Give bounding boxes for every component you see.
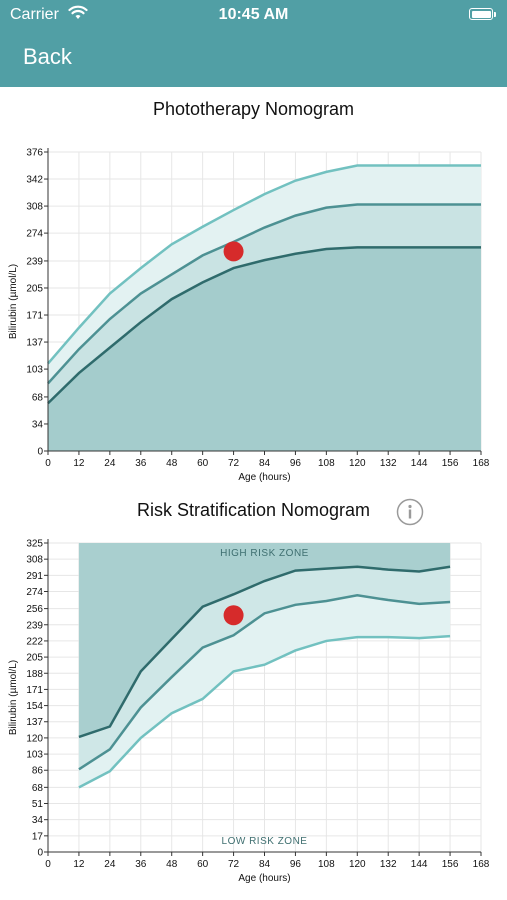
battery-icon (469, 8, 493, 20)
high-risk-zone-label: HIGH RISK ZONE (220, 548, 309, 559)
y-tick-label: 154 (26, 701, 43, 712)
y-tick-label: 188 (26, 669, 43, 680)
y-tick-label: 274 (26, 229, 43, 240)
series-line-middle (47, 203, 481, 385)
y-tick-label: 308 (26, 202, 43, 213)
series-line-upper (78, 565, 451, 739)
y-tick-label: 68 (32, 392, 44, 403)
y-tick-label: 222 (26, 636, 43, 647)
y-tick-label: 205 (26, 653, 43, 664)
navigation-bar: Back (0, 30, 507, 87)
low-risk-zone-label: LOW RISK ZONE (222, 836, 308, 847)
x-tick-label: 0 (45, 859, 51, 870)
x-tick-label: 0 (45, 458, 51, 469)
y-tick-label: 34 (32, 815, 44, 826)
x-tick-label: 108 (318, 859, 335, 870)
x-tick-label: 156 (442, 458, 459, 469)
risk-stratification-nomogram-chart: HIGH RISK ZONE LOW RISK ZONE 0 12 24 36 48 60 72… (8, 539, 490, 885)
series-line-upper (47, 164, 481, 365)
y-tick-label: 137 (26, 717, 43, 728)
x-tick-label: 36 (135, 458, 147, 469)
y-tick-label: 171 (26, 311, 43, 322)
y-tick-label: 0 (37, 848, 43, 859)
y-axis-title: Bilirubin (µmol/L) (8, 660, 19, 735)
phototherapy-chart-title: Phototherapy Nomogram (152, 99, 355, 119)
x-tick-label: 168 (473, 859, 490, 870)
x-tick-label: 24 (104, 458, 116, 469)
carrier-label: Carrier (10, 6, 59, 23)
y-tick-label: 103 (26, 365, 43, 376)
x-axis-title: Age (hours) (238, 873, 290, 884)
x-tick-label: 156 (442, 859, 459, 870)
y-tick-label: 342 (26, 175, 43, 186)
high-risk-zone (78, 543, 451, 737)
x-tick-label: 12 (73, 458, 85, 469)
y-tick-label: 308 (26, 555, 43, 566)
y-tick-label: 137 (26, 338, 43, 349)
y-tick-label: 274 (26, 587, 43, 598)
x-tick-label: 60 (197, 859, 209, 870)
series-line-lower (47, 246, 481, 405)
y-tick-label: 68 (32, 783, 44, 794)
y-tick-label: 103 (26, 750, 43, 761)
status-bar: Carrier 10:45 AM (0, 0, 507, 30)
x-tick-label: 132 (380, 859, 397, 870)
y-tick-label: 205 (26, 283, 43, 294)
x-tick-label: 48 (166, 859, 178, 870)
x-tick-label: 96 (290, 859, 302, 870)
x-tick-label: 12 (73, 859, 85, 870)
x-tick-label: 108 (318, 458, 335, 469)
y-tick-label: 0 (37, 447, 43, 458)
x-tick-label: 60 (197, 458, 209, 469)
x-tick-label: 144 (411, 859, 428, 870)
x-tick-label: 72 (228, 458, 240, 469)
series-line-middle (78, 594, 451, 771)
y-tick-label: 256 (26, 604, 43, 615)
phototherapy-nomogram-chart: 0 12 24 36 48 60 72 84 96 108 120 132 144 156 168 0 34 68… (8, 148, 490, 484)
x-tick-label: 96 (290, 458, 302, 469)
x-tick-label: 132 (380, 458, 397, 469)
x-tick-label: 72 (228, 859, 240, 870)
intermediate-risk-band (78, 566, 451, 788)
y-tick-label: 120 (26, 733, 43, 744)
y-tick-label: 239 (26, 620, 43, 631)
y-tick-label: 171 (26, 685, 43, 696)
y-axis-title: Bilirubin (µmol/L) (8, 264, 19, 339)
y-tick-label: 86 (32, 766, 44, 777)
back-button[interactable]: Back (23, 44, 72, 69)
x-tick-label: 120 (349, 859, 366, 870)
y-tick-label: 325 (26, 539, 43, 550)
risk-chart-title: Risk Stratification Nomogram (136, 500, 371, 520)
y-tick-label: 17 (32, 831, 44, 842)
x-tick-label: 84 (259, 458, 271, 469)
y-tick-label: 291 (26, 571, 43, 582)
x-tick-label: 24 (104, 859, 116, 870)
x-tick-label: 144 (411, 458, 428, 469)
series-line-lower (78, 634, 451, 789)
patient-marker (223, 241, 244, 262)
y-tick-label: 376 (26, 148, 43, 159)
x-tick-label: 84 (259, 859, 271, 870)
x-tick-label: 168 (473, 458, 490, 469)
y-tick-label: 51 (32, 799, 44, 810)
clock-time: 10:45 AM (218, 6, 289, 23)
info-icon[interactable] (396, 498, 424, 526)
y-tick-label: 34 (32, 419, 44, 430)
x-tick-label: 120 (349, 458, 366, 469)
x-axis-title: Age (hours) (238, 472, 290, 483)
x-tick-label: 36 (135, 859, 147, 870)
high-intermediate-band (78, 566, 451, 770)
patient-marker (223, 605, 244, 626)
y-tick-label: 239 (26, 256, 43, 267)
x-tick-label: 48 (166, 458, 178, 469)
band-lower (48, 247, 481, 451)
wifi-icon (68, 5, 88, 26)
battery-tip (494, 12, 496, 17)
